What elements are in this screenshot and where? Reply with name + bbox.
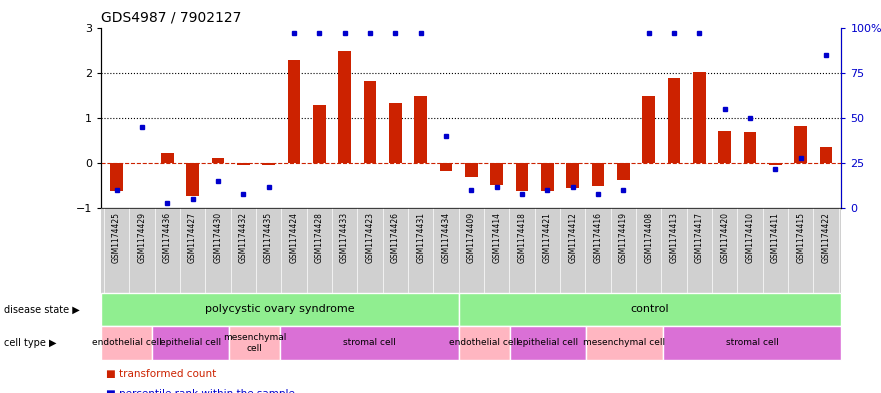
- Text: disease state ▶: disease state ▶: [4, 305, 80, 314]
- Text: stromal cell: stromal cell: [726, 338, 779, 347]
- Bar: [566, 163, 579, 188]
- Text: GSM1174423: GSM1174423: [366, 212, 374, 263]
- Text: GSM1174430: GSM1174430: [213, 212, 222, 263]
- Text: GSM1174416: GSM1174416: [594, 212, 603, 263]
- Bar: [592, 163, 604, 185]
- Text: epithelial cell: epithelial cell: [160, 338, 221, 347]
- Bar: [389, 103, 402, 163]
- Text: epithelial cell: epithelial cell: [517, 338, 579, 347]
- Bar: [586, 326, 663, 360]
- Text: GSM1174418: GSM1174418: [517, 212, 527, 263]
- Bar: [718, 130, 731, 163]
- Bar: [110, 163, 122, 191]
- Bar: [769, 163, 781, 165]
- Text: mesenchymal cell: mesenchymal cell: [583, 338, 665, 347]
- Text: GSM1174427: GSM1174427: [188, 212, 197, 263]
- Bar: [795, 126, 807, 163]
- Bar: [617, 163, 630, 180]
- Text: cell type ▶: cell type ▶: [4, 338, 57, 348]
- Text: GSM1174409: GSM1174409: [467, 212, 476, 263]
- Text: GSM1174417: GSM1174417: [695, 212, 704, 263]
- Text: GSM1174429: GSM1174429: [137, 212, 146, 263]
- Text: GSM1174413: GSM1174413: [670, 212, 678, 263]
- Bar: [161, 153, 174, 163]
- Text: GSM1174410: GSM1174410: [745, 212, 755, 263]
- Bar: [459, 326, 509, 360]
- Bar: [663, 326, 841, 360]
- Bar: [211, 158, 225, 163]
- Text: GSM1174425: GSM1174425: [112, 212, 121, 263]
- Text: GSM1174436: GSM1174436: [163, 212, 172, 263]
- Text: mesenchymal
cell: mesenchymal cell: [223, 333, 286, 353]
- Bar: [364, 81, 376, 163]
- Text: GSM1174431: GSM1174431: [416, 212, 426, 263]
- Bar: [515, 163, 529, 191]
- Text: GSM1174411: GSM1174411: [771, 212, 780, 263]
- Text: GSM1174435: GSM1174435: [264, 212, 273, 263]
- Bar: [338, 51, 351, 163]
- Bar: [820, 147, 833, 163]
- Bar: [263, 163, 275, 165]
- Bar: [186, 163, 199, 196]
- Text: polycystic ovary syndrome: polycystic ovary syndrome: [205, 305, 355, 314]
- Bar: [101, 293, 459, 326]
- Bar: [693, 72, 706, 163]
- Text: stromal cell: stromal cell: [343, 338, 396, 347]
- Bar: [229, 326, 280, 360]
- Bar: [459, 293, 841, 326]
- Text: GSM1174408: GSM1174408: [644, 212, 653, 263]
- Text: GSM1174434: GSM1174434: [441, 212, 450, 263]
- Text: ■ percentile rank within the sample: ■ percentile rank within the sample: [106, 389, 294, 393]
- Text: GSM1174420: GSM1174420: [721, 212, 729, 263]
- Text: ■ transformed count: ■ transformed count: [106, 369, 216, 379]
- Bar: [491, 163, 503, 185]
- Text: endothelial cell: endothelial cell: [449, 338, 519, 347]
- Text: GSM1174415: GSM1174415: [796, 212, 805, 263]
- Bar: [541, 163, 553, 191]
- Text: GSM1174422: GSM1174422: [822, 212, 831, 263]
- Text: GSM1174428: GSM1174428: [315, 212, 324, 263]
- Bar: [237, 163, 249, 165]
- Bar: [642, 96, 655, 163]
- Bar: [465, 163, 478, 177]
- Text: GSM1174414: GSM1174414: [492, 212, 501, 263]
- Text: control: control: [631, 305, 670, 314]
- Bar: [152, 326, 229, 360]
- Bar: [668, 78, 680, 163]
- Bar: [414, 96, 427, 163]
- Text: GSM1174426: GSM1174426: [391, 212, 400, 263]
- Text: GSM1174412: GSM1174412: [568, 212, 577, 263]
- Bar: [280, 326, 459, 360]
- Bar: [440, 163, 452, 171]
- Text: GSM1174419: GSM1174419: [618, 212, 628, 263]
- Text: GSM1174421: GSM1174421: [543, 212, 552, 263]
- Text: endothelial cell: endothelial cell: [92, 338, 162, 347]
- Bar: [744, 132, 757, 163]
- Bar: [287, 60, 300, 163]
- Bar: [101, 326, 152, 360]
- Text: GDS4987 / 7902127: GDS4987 / 7902127: [101, 11, 241, 25]
- Text: GSM1174424: GSM1174424: [290, 212, 299, 263]
- Bar: [313, 105, 326, 163]
- Bar: [509, 326, 586, 360]
- Text: GSM1174432: GSM1174432: [239, 212, 248, 263]
- Text: GSM1174433: GSM1174433: [340, 212, 349, 263]
